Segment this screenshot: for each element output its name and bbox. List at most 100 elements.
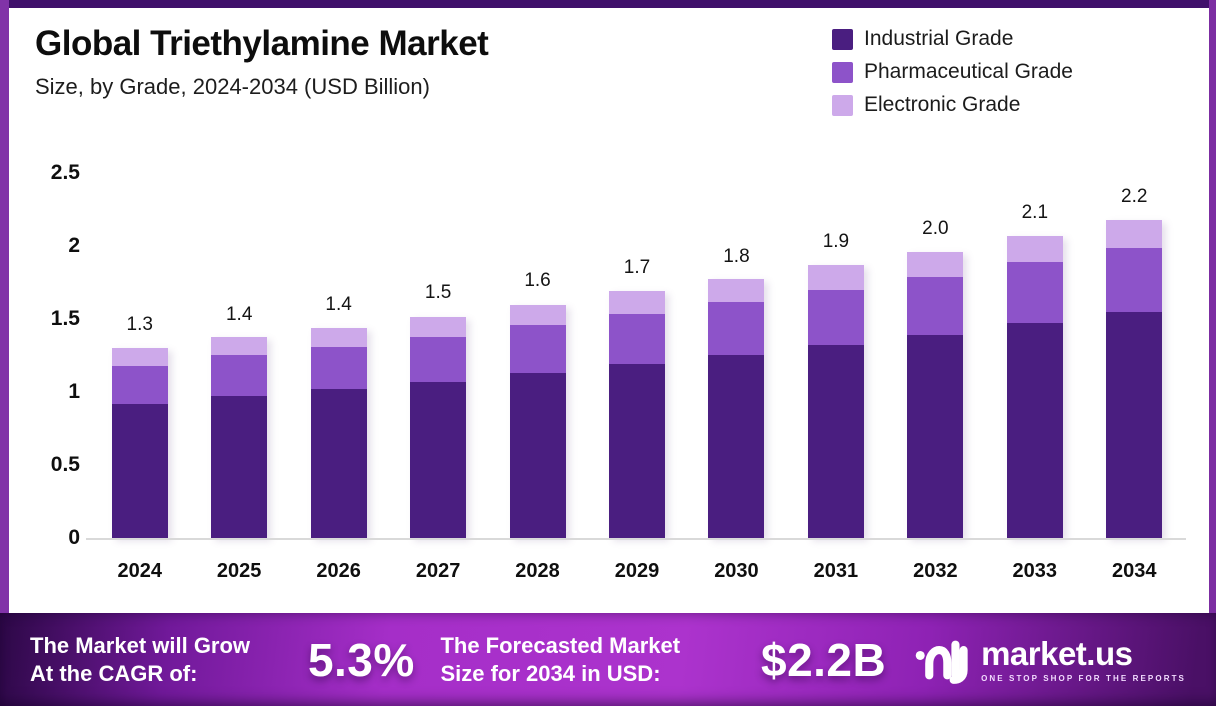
y-tick-label: 1.5 [50, 307, 80, 330]
stacked-bar [807, 265, 864, 538]
bar-segment [608, 291, 665, 314]
legend-item-1: Pharmaceutical Grade [832, 60, 1073, 84]
bar-segment [907, 335, 964, 538]
bar-total-label: 2.0 [922, 218, 949, 239]
forecast-label: The Forecasted Market Size for 2034 in U… [440, 632, 734, 687]
stacked-bar [111, 348, 168, 538]
frame-border-left [0, 0, 9, 613]
bar-total-label: 1.5 [424, 282, 452, 303]
legend-label: Electronic Grade [864, 93, 1021, 116]
y-axis-ticks: 2.5 2 1.5 1 0.5 0 [24, 0, 80, 706]
bar-segment [708, 279, 765, 302]
bar-segment [608, 314, 665, 364]
stacked-bar [509, 305, 566, 538]
bar-segment [111, 404, 168, 538]
bar-segment [907, 277, 964, 335]
bar-segment [410, 382, 467, 538]
legend-swatch [832, 61, 853, 83]
bar-segment [310, 389, 367, 538]
bar-segment [708, 355, 765, 538]
bar-segment [1106, 312, 1163, 538]
cagr-label-line2: At the CAGR of: [30, 660, 198, 686]
y-tick-label: 2 [68, 234, 80, 257]
bar-group-2026: 1.4 [289, 173, 388, 538]
x-axis-label-2027: 2027 [415, 560, 461, 582]
x-axis-label-2034: 2034 [1112, 560, 1157, 582]
x-axis-label-2026: 2026 [316, 560, 361, 582]
bar-segment [1106, 220, 1163, 248]
stacked-bar-chart: 1.3 1.4 1.4 1.5 1.6 1.7 1.8 1.9 2.0 2.1 2.2 [90, 173, 1184, 538]
y-tick-label: 2.5 [50, 161, 80, 184]
logo-tagline: ONE STOP SHOP FOR THE REPORTS [981, 673, 1186, 683]
bar-group-2027: 1.5 [388, 173, 487, 538]
bar-segment [1106, 248, 1163, 312]
bar-total-label: 1.6 [524, 270, 551, 291]
bar-segment [509, 373, 566, 538]
stacked-bar [708, 279, 765, 538]
bar-total-label: 1.4 [325, 294, 352, 315]
stacked-bar [608, 291, 665, 538]
y-tick-label: 1 [68, 380, 80, 403]
bar-segment [1006, 262, 1063, 323]
marketus-logo-icon [915, 640, 968, 684]
bar-total-label: 2.2 [1121, 186, 1148, 207]
legend-label: Pharmaceutical Grade [864, 60, 1073, 83]
legend-item-0: Industrial Grade [832, 27, 1073, 51]
x-axis-labels: 2024 2025 2026 2027 2028 2029 2030 2031 2032 2033… [90, 560, 1184, 583]
bar-segment [211, 337, 268, 355]
bar-group-2024: 1.3 [90, 173, 189, 538]
cagr-label-line1: The Market will Grow [30, 633, 251, 658]
frame-border-top [0, 0, 1216, 8]
bar-segment [907, 252, 964, 277]
y-tick-label: 0.5 [50, 453, 80, 476]
bar-segment [807, 345, 864, 538]
bar-group-2029: 1.7 [587, 173, 686, 538]
bar-segment [608, 364, 665, 538]
bar-group-2032: 2.0 [886, 173, 985, 538]
logo-text: market.us ONE STOP SHOP FOR THE REPORTS [981, 637, 1186, 683]
x-axis-line [86, 538, 1186, 540]
bar-segment [708, 302, 765, 355]
cagr-value: 5.3% [307, 633, 415, 686]
bar-segment [410, 337, 467, 382]
x-axis-label-2024: 2024 [117, 560, 162, 582]
bar-segment [509, 325, 566, 373]
bar-group-2030: 1.8 [687, 173, 786, 538]
bars-row: 1.3 1.4 1.4 1.5 1.6 1.7 1.8 1.9 2.0 2.1 2.2 [90, 173, 1184, 538]
stacked-bar [310, 328, 367, 538]
legend-item-2: Electronic Grade [832, 93, 1073, 117]
stacked-bar [1006, 236, 1063, 538]
footer-banner: The Market will Grow At the CAGR of: 5.3… [0, 613, 1216, 706]
bar-total-label: 1.4 [225, 304, 253, 325]
chart-header: Global Triethylamine Market Size, by Gra… [35, 24, 489, 100]
bar-segment [410, 317, 467, 337]
stacked-bar [1106, 220, 1163, 538]
legend-swatch [832, 94, 853, 116]
bar-total-label: 1.9 [822, 231, 850, 252]
x-axis-label-2032: 2032 [913, 560, 958, 582]
x-axis-label-2033: 2033 [1012, 560, 1058, 582]
legend-swatch [832, 28, 853, 50]
x-axis-label-2030: 2030 [714, 560, 759, 582]
bar-segment [211, 355, 268, 396]
bar-segment [807, 265, 864, 290]
x-axis-label-2029: 2029 [614, 560, 660, 582]
chart-subtitle: Size, by Grade, 2024-2034 (USD Billion) [35, 74, 430, 99]
x-axis-label-2028: 2028 [515, 560, 560, 582]
frame-border-right [1209, 0, 1216, 613]
bar-segment [111, 348, 168, 366]
bar-total-label: 2.1 [1021, 202, 1049, 223]
bar-segment [1006, 323, 1063, 538]
bar-group-2034: 2.2 [1085, 173, 1184, 538]
stacked-bar [907, 252, 964, 538]
forecast-label-line2: Size for 2034 in USD: [440, 660, 661, 686]
marketus-logo: market.us ONE STOP SHOP FOR THE REPORTS [913, 632, 1186, 688]
forecast-value: $2.2B [760, 633, 887, 686]
cagr-label: The Market will Grow At the CAGR of: [30, 632, 282, 687]
bar-total-label: 1.3 [126, 314, 153, 335]
bar-group-2031: 1.9 [786, 173, 885, 538]
stacked-bar [410, 317, 467, 538]
bar-total-label: 1.8 [723, 246, 750, 267]
bar-segment [111, 366, 168, 404]
